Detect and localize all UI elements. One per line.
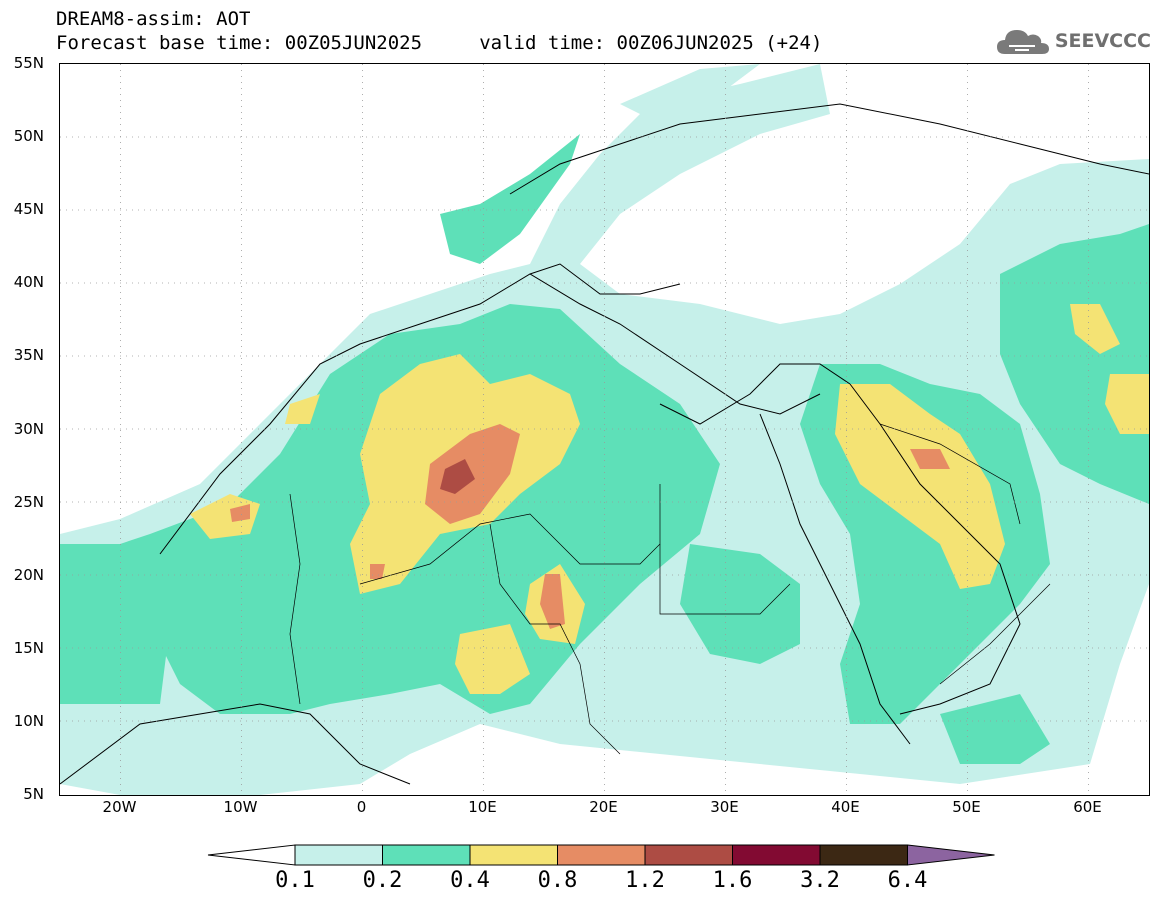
aot-map xyxy=(59,63,1150,796)
aot-1.2-field xyxy=(440,459,475,494)
colorbar-segment xyxy=(644,844,733,866)
logo-text: SEEVCCC xyxy=(1054,30,1151,52)
forecast-time-info: Forecast base time: 00Z05JUN2025 valid t… xyxy=(56,32,823,54)
lat-tick-label: 5N xyxy=(23,785,44,803)
lat-tick-label: 15N xyxy=(13,638,44,657)
lat-tick-label: 25N xyxy=(13,492,44,511)
colorbar-segment xyxy=(557,844,646,866)
lon-tick-label: 10W xyxy=(223,798,258,816)
colorbar-over-arrow xyxy=(907,844,995,866)
colorbar-segment xyxy=(732,844,821,866)
colorbar-level-label: 1.2 xyxy=(625,868,665,893)
colorbar-level-label: 0.4 xyxy=(450,868,490,893)
lat-tick-label: 35N xyxy=(13,346,44,365)
lat-tick-label: 40N xyxy=(13,273,44,292)
aot-map-canvas xyxy=(60,64,1149,795)
colorbar-level-label: 1.6 xyxy=(712,868,753,893)
colorbar xyxy=(207,844,995,866)
map-title: DREAM8-assim: AOT xyxy=(56,8,251,30)
lon-tick-label: 10E xyxy=(468,798,497,816)
colorbar-segment xyxy=(382,844,471,866)
lat-tick-label: 55N xyxy=(13,54,44,72)
colorbar-level-label: 0.1 xyxy=(275,868,315,893)
lat-tick-label: 45N xyxy=(13,200,44,219)
lon-tick-label: 60E xyxy=(1073,798,1102,816)
colorbar-level-label: 0.8 xyxy=(537,868,578,893)
colorbar-segment xyxy=(819,844,908,866)
colorbar-level-label: 0.2 xyxy=(362,868,403,893)
lat-tick-label: 20N xyxy=(13,565,44,584)
lat-tick-label: 50N xyxy=(13,127,44,146)
cloud-icon xyxy=(996,30,1049,54)
coastlines xyxy=(60,103,1149,785)
lon-tick-label: 20E xyxy=(589,798,618,816)
country-borders xyxy=(289,423,1051,755)
lat-tick-label: 30N xyxy=(13,419,44,438)
colorbar-level-label: 6.4 xyxy=(887,868,928,893)
colorbar-segment xyxy=(294,844,383,866)
lon-tick-label: 30E xyxy=(710,798,739,816)
colorbar-segment xyxy=(469,844,558,866)
lon-tick-label: 0 xyxy=(356,798,367,816)
lon-tick-label: 20W xyxy=(102,798,137,816)
lon-tick-label: 40E xyxy=(831,798,860,816)
colorbar-under-arrow xyxy=(207,844,296,866)
colorbar-level-label: 3.2 xyxy=(800,868,840,893)
lon-tick-label: 50E xyxy=(952,798,981,816)
lat-tick-label: 10N xyxy=(13,711,44,730)
seevccc-logo: SEEVCCC xyxy=(995,24,1151,58)
